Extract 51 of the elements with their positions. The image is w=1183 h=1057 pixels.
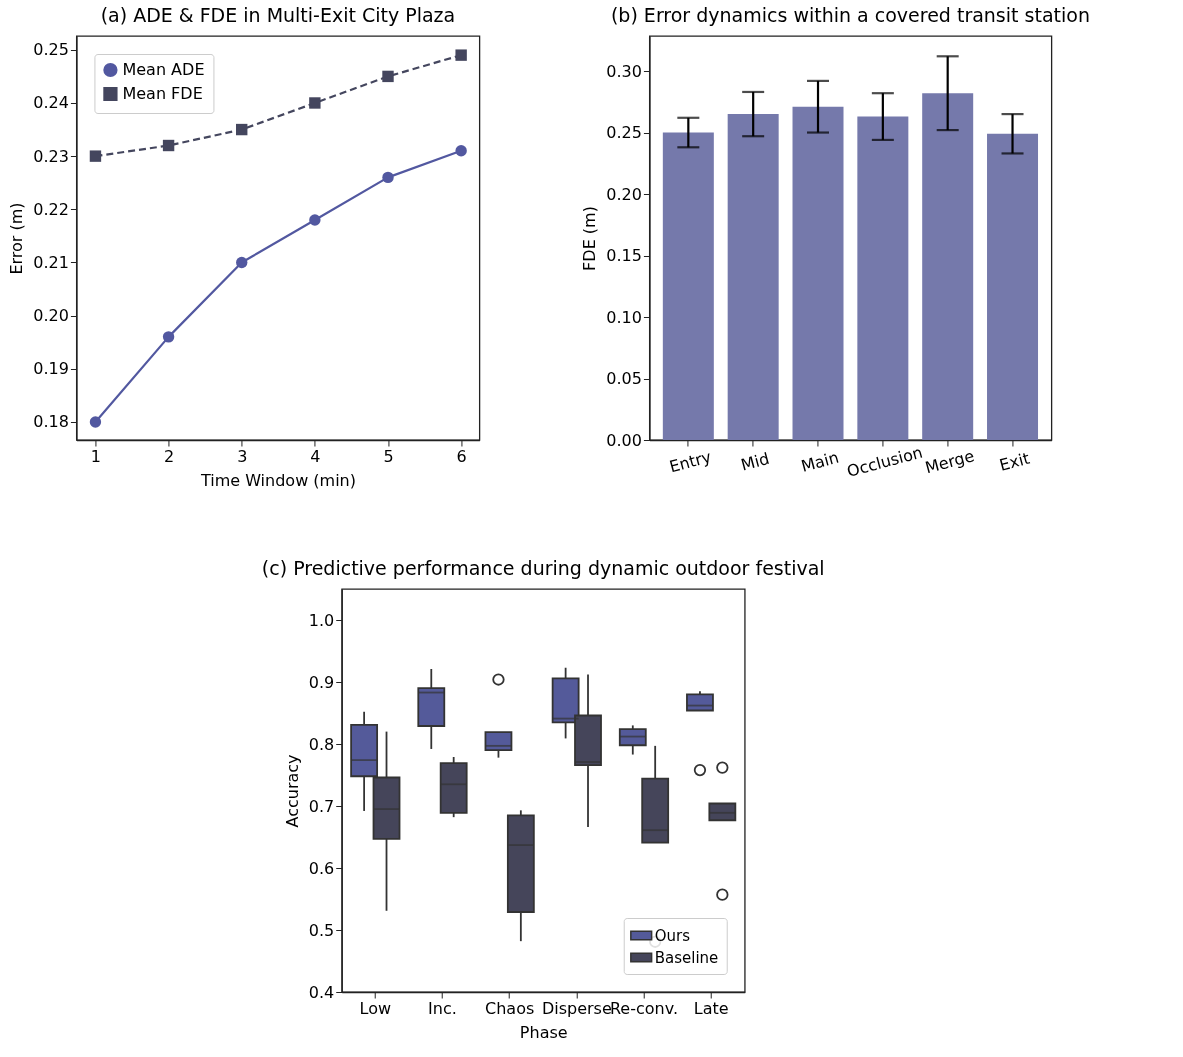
y-axis-title: Accuracy — [282, 754, 302, 828]
y-tick-label: 0.05 — [606, 369, 642, 389]
x-tick-label: Inc. — [428, 998, 457, 1018]
x-tick-label: Chaos — [485, 998, 535, 1018]
x-tick-label: 1 — [90, 446, 102, 466]
x-tick-label: Low — [359, 998, 392, 1018]
y-tick-label: 0.20 — [33, 306, 69, 326]
x-tick-label: Entry — [667, 447, 714, 477]
y-tick-label: 0.23 — [33, 146, 69, 166]
chart-title: (b) Error dynamics within a covered transit station — [610, 4, 1090, 26]
y-tick-label: 0.30 — [606, 61, 642, 81]
y-axis-title: FDE (m) — [580, 206, 600, 271]
x-tick-label: Main — [799, 447, 841, 476]
chart-title: (a) ADE & FDE in Multi-Exit City Plaza — [100, 4, 456, 26]
y-tick-label: 0.21 — [33, 252, 69, 272]
x-axis-title: Phase — [519, 1022, 568, 1042]
x-tick-label: 4 — [310, 446, 321, 466]
legend-label: Mean FDE — [122, 84, 203, 103]
chart-title: (c) Predictive performance during dynamic outdoor festival — [261, 557, 825, 579]
x-tick-label: 6 — [456, 446, 467, 466]
y-tick-label: 0.22 — [33, 199, 69, 219]
y-tick-label: 0.7 — [308, 796, 335, 816]
y-tick-label: 0.15 — [606, 246, 642, 266]
x-tick-label: Exit — [997, 448, 1032, 475]
x-axis-title: Time Window (min) — [199, 470, 356, 490]
x-tick-label: 3 — [237, 446, 248, 466]
y-tick-label: 0.10 — [606, 307, 642, 327]
y-tick-label: 0.18 — [33, 412, 69, 432]
y-tick-label: 0.4 — [308, 982, 335, 1002]
x-tick-label: Mid — [738, 448, 772, 475]
y-tick-label: 0.19 — [33, 359, 69, 379]
x-tick-label: 2 — [163, 446, 175, 466]
y-tick-label: 0.00 — [606, 430, 642, 450]
x-tick-label: Merge — [923, 446, 977, 478]
legend-label: Ours — [654, 926, 691, 945]
y-tick-label: 0.5 — [308, 920, 335, 940]
y-tick-label: 0.20 — [606, 184, 642, 204]
y-tick-label: 0.6 — [308, 858, 335, 878]
y-axis-title: Error (m) — [7, 202, 27, 275]
x-tick-label: Occlusion — [844, 442, 925, 481]
y-tick-label: 0.25 — [606, 123, 642, 143]
x-tick-label: Late — [693, 998, 729, 1018]
y-tick-label: 0.9 — [308, 672, 335, 692]
legend-label: Mean ADE — [122, 60, 205, 79]
y-tick-label: 0.24 — [33, 93, 69, 113]
x-tick-label: 5 — [383, 446, 394, 466]
y-tick-label: 0.8 — [308, 734, 335, 754]
y-tick-label: 1.0 — [308, 610, 335, 630]
x-tick-label: Disperse — [541, 998, 612, 1018]
y-tick-label: 0.25 — [33, 40, 69, 60]
legend-label: Baseline — [654, 948, 719, 967]
